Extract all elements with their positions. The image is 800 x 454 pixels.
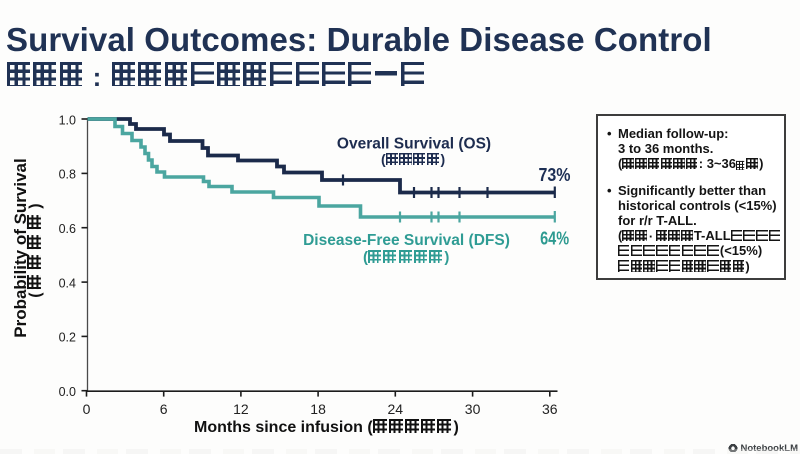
svg-text:73%: 73% xyxy=(539,165,571,185)
svg-text:18: 18 xyxy=(310,401,326,417)
svg-text:Overall Survival (OS): Overall Survival (OS) xyxy=(337,136,491,153)
svg-text:0.8: 0.8 xyxy=(59,168,76,182)
svg-text:0.4: 0.4 xyxy=(59,276,76,290)
svg-text:0.0: 0.0 xyxy=(59,385,76,399)
svg-text:24: 24 xyxy=(388,401,404,417)
svg-text:64%: 64% xyxy=(540,227,569,248)
svg-text:6: 6 xyxy=(160,401,168,417)
svg-text:0.6: 0.6 xyxy=(59,222,76,236)
svg-text:12: 12 xyxy=(233,401,249,417)
svg-text:1.0: 1.0 xyxy=(59,113,76,127)
svg-text:30: 30 xyxy=(465,401,481,417)
svg-text:0: 0 xyxy=(83,401,91,417)
svg-text:0.2: 0.2 xyxy=(59,331,76,345)
svg-text:36: 36 xyxy=(542,401,558,417)
svg-text:Disease-Free Survival (DFS): Disease-Free Survival (DFS) xyxy=(303,232,510,249)
